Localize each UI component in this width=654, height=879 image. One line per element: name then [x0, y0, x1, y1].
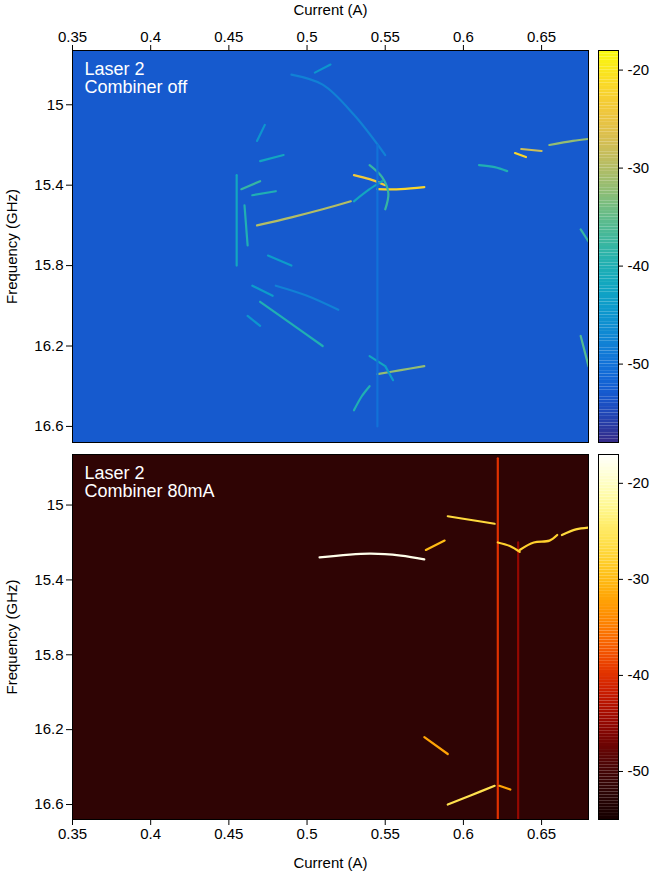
svg-text:0.45: 0.45 [214, 28, 243, 45]
svg-text:0.65: 0.65 [527, 28, 556, 45]
svg-text:15.8: 15.8 [34, 646, 63, 663]
svg-text:15: 15 [47, 96, 64, 113]
svg-text:-30: -30 [628, 570, 650, 587]
svg-text:0.4: 0.4 [140, 28, 161, 45]
svg-text:15: 15 [47, 496, 64, 513]
svg-text:Current (A): Current (A) [293, 1, 367, 18]
svg-text:0.55: 0.55 [371, 825, 400, 842]
svg-text:0.45: 0.45 [214, 825, 243, 842]
svg-text:0.5: 0.5 [297, 28, 318, 45]
svg-text:-20: -20 [628, 474, 650, 491]
svg-text:16.6: 16.6 [34, 417, 63, 434]
svg-text:0.5: 0.5 [297, 825, 318, 842]
svg-text:15.4: 15.4 [34, 176, 63, 193]
svg-text:0.6: 0.6 [453, 825, 474, 842]
svg-text:Frequency (GHz): Frequency (GHz) [3, 579, 20, 694]
svg-text:-40: -40 [628, 257, 650, 274]
svg-text:-50: -50 [628, 355, 650, 372]
svg-text:16.2: 16.2 [34, 337, 63, 354]
svg-text:0.35: 0.35 [58, 28, 87, 45]
svg-text:16.6: 16.6 [34, 795, 63, 812]
svg-text:15.8: 15.8 [34, 256, 63, 273]
svg-text:0.4: 0.4 [140, 825, 161, 842]
svg-text:-20: -20 [628, 61, 650, 78]
svg-text:0.65: 0.65 [527, 825, 556, 842]
svg-text:0.35: 0.35 [58, 825, 87, 842]
svg-text:-50: -50 [628, 762, 650, 779]
svg-text:-40: -40 [628, 666, 650, 683]
svg-text:Laser 2Combiner off: Laser 2Combiner off [85, 59, 189, 97]
svg-text:Frequency (GHz): Frequency (GHz) [3, 189, 20, 304]
svg-text:-30: -30 [628, 159, 650, 176]
svg-text:Laser 2Combiner 80mA: Laser 2Combiner 80mA [85, 463, 215, 501]
svg-text:0.55: 0.55 [371, 28, 400, 45]
svg-text:Current (A): Current (A) [293, 854, 367, 871]
svg-text:15.4: 15.4 [34, 571, 63, 588]
svg-text:16.2: 16.2 [34, 720, 63, 737]
svg-text:0.6: 0.6 [453, 28, 474, 45]
